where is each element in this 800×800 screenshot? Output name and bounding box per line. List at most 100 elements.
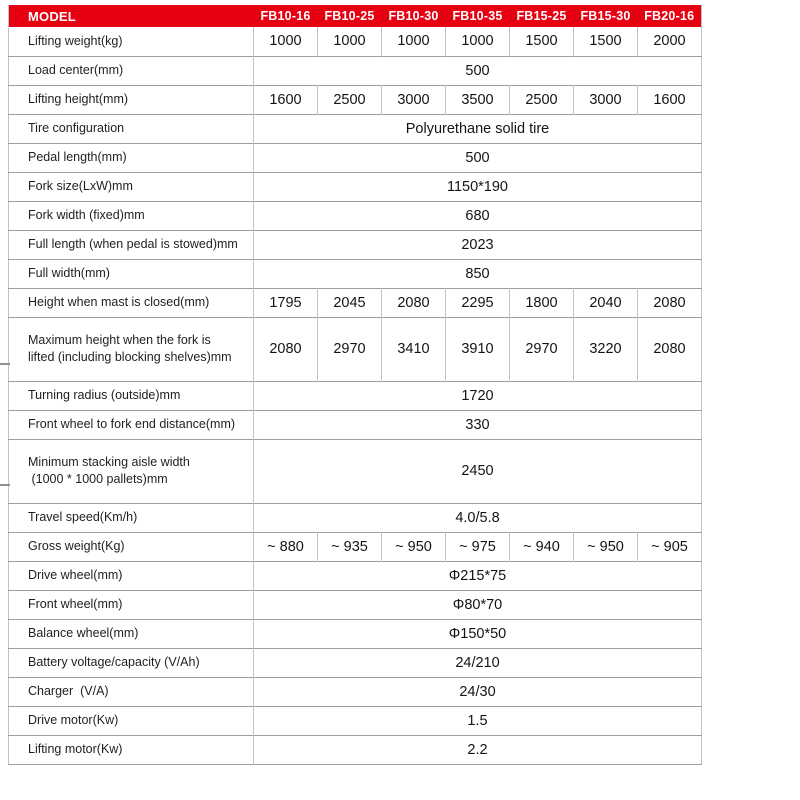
- value-cell: 2040: [573, 288, 638, 317]
- value-cell: 2080: [381, 288, 446, 317]
- spec-row: Pedal length(mm) 500: [8, 143, 702, 172]
- value-cell: 1795: [269, 294, 302, 311]
- header-row: MODEL FB10-16 FB10-25 FB10-30 FB10-35 FB15-2…: [8, 5, 702, 27]
- value-cell: 1000: [381, 27, 446, 56]
- value-cell-span: 2.2: [467, 741, 488, 758]
- row-label: Drive motor(Kw): [8, 706, 254, 735]
- spec-row: Front wheel(mm) Φ80*70: [8, 590, 702, 619]
- value-cell: 2500: [509, 85, 574, 114]
- row-label: Minimum stacking aisle width (1000 * 100…: [8, 439, 254, 503]
- row-label: Pedal length(mm): [8, 143, 254, 172]
- value-cell: 3000: [573, 85, 638, 114]
- column-header: FB10-25: [317, 5, 382, 27]
- spec-row: Balance wheel(mm) Φ150*50: [8, 619, 702, 648]
- spec-row: Battery voltage/capacity (V/Ah) 24/210: [8, 648, 702, 677]
- spec-row: Turning radius (outside)mm 1720: [8, 381, 702, 410]
- value-cell: 1000: [445, 27, 510, 56]
- column-header: FB20-16: [637, 5, 702, 27]
- value-cell: 3410: [381, 317, 446, 381]
- value-cell-span: 850: [465, 265, 490, 282]
- value-cell: 3500: [445, 85, 510, 114]
- row-label: Fork size(LxW)mm: [8, 172, 254, 201]
- value-cell: 1500: [509, 27, 574, 56]
- spec-row: Fork size(LxW)mm 1150*190: [8, 172, 702, 201]
- row-label: Load center(mm): [8, 56, 254, 85]
- value-cell: 2045: [317, 288, 382, 317]
- value-cell-span: 1720: [461, 387, 494, 404]
- value-cell-span: 330: [465, 416, 490, 433]
- value-cell: 2295: [445, 288, 510, 317]
- value-cell: ~ 880: [267, 538, 304, 555]
- value-cell: 1600: [637, 85, 702, 114]
- row-label: Full length (when pedal is stowed)mm: [8, 230, 254, 259]
- value-cell: 1600: [269, 91, 302, 108]
- row-label: Travel speed(Km/h): [8, 503, 254, 532]
- row-label: Drive wheel(mm): [8, 561, 254, 590]
- row-label: Full width(mm): [8, 259, 254, 288]
- row-label: Gross weight(Kg): [8, 532, 254, 561]
- value-cell: ~ 935: [317, 532, 382, 561]
- value-cell: 1500: [573, 27, 638, 56]
- spec-row: Drive motor(Kw) 1.5: [8, 706, 702, 735]
- spec-sheet: MODEL FB10-16 FB10-25 FB10-30 FB10-35 FB15-2…: [8, 5, 702, 765]
- spec-row: Front wheel to fork end distance(mm) 330: [8, 410, 702, 439]
- tick-mark: [0, 484, 10, 486]
- value-cell-span: 24/30: [459, 683, 496, 700]
- value-cell-span: 4.0/5.8: [455, 509, 500, 526]
- value-cell: 2080: [637, 288, 702, 317]
- value-cell: ~ 950: [381, 532, 446, 561]
- row-label: Maximum height when the fork is lifted (…: [8, 317, 254, 381]
- column-header: FB15-30: [573, 5, 638, 27]
- column-header: FB10-16: [253, 5, 318, 27]
- value-cell-span: 500: [465, 62, 490, 79]
- spec-row: Minimum stacking aisle width (1000 * 100…: [8, 439, 702, 503]
- row-label: Fork width (fixed)mm: [8, 201, 254, 230]
- row-label: Turning radius (outside)mm: [8, 381, 254, 410]
- value-cell: 3220: [573, 317, 638, 381]
- value-cell-span: 2023: [461, 236, 494, 253]
- value-cell-span: 500: [465, 149, 490, 166]
- value-cell: 3000: [381, 85, 446, 114]
- value-cell-span: Φ150*50: [448, 625, 507, 642]
- row-label: Front wheel to fork end distance(mm): [8, 410, 254, 439]
- value-cell: 2080: [269, 341, 302, 357]
- model-header: MODEL: [8, 5, 254, 27]
- value-cell: 3910: [445, 317, 510, 381]
- spec-row: Full length (when pedal is stowed)mm 2023: [8, 230, 702, 259]
- spec-row: Height when mast is closed(mm) 1795 2045 20…: [8, 288, 702, 317]
- spec-row: Lifting weight(kg) 1000 1000 1000 1000 1500 15…: [8, 27, 702, 56]
- value-cell: 1000: [317, 27, 382, 56]
- spec-row: Load center(mm) 500: [8, 56, 702, 85]
- value-cell: 1000: [269, 33, 302, 50]
- spec-row: Lifting height(mm) 1600 2500 3000 3500 2500 30…: [8, 85, 702, 114]
- column-header: FB15-25: [509, 5, 574, 27]
- spec-row: Charger (V/A) 24/30: [8, 677, 702, 706]
- value-cell: ~ 950: [573, 532, 638, 561]
- row-label: Lifting height(mm): [8, 85, 254, 114]
- value-cell: 2970: [509, 317, 574, 381]
- row-label: Tire configuration: [8, 114, 254, 143]
- value-cell-span: 2450: [461, 463, 494, 479]
- row-label: Battery voltage/capacity (V/Ah): [8, 648, 254, 677]
- spec-row: Lifting motor(Kw) 2.2: [8, 735, 702, 764]
- row-label: Lifting weight(kg): [8, 27, 254, 56]
- value-cell: 2000: [637, 27, 702, 56]
- value-cell-span: Φ215*75: [448, 567, 507, 584]
- value-cell-span: Polyurethane solid tire: [405, 120, 550, 137]
- spec-table: MODEL FB10-16 FB10-25 FB10-30 FB10-35 FB15-2…: [8, 5, 702, 765]
- value-cell: 2970: [317, 317, 382, 381]
- spec-row: Travel speed(Km/h) 4.0/5.8: [8, 503, 702, 532]
- value-cell: 1800: [509, 288, 574, 317]
- column-header: FB10-30: [381, 5, 446, 27]
- spec-row: Maximum height when the fork is lifted (…: [8, 317, 702, 381]
- row-label: Balance wheel(mm): [8, 619, 254, 648]
- spec-table-body: Lifting weight(kg) 1000 1000 1000 1000 1500 15…: [8, 27, 702, 764]
- row-label: Lifting motor(Kw): [8, 735, 254, 764]
- value-cell-span: 24/210: [455, 654, 500, 671]
- spec-row: Fork width (fixed)mm 680: [8, 201, 702, 230]
- value-cell-span: 680: [465, 207, 490, 224]
- value-cell: 2080: [637, 317, 702, 381]
- value-cell-span: 1150*190: [446, 178, 509, 195]
- value-cell: 2500: [317, 85, 382, 114]
